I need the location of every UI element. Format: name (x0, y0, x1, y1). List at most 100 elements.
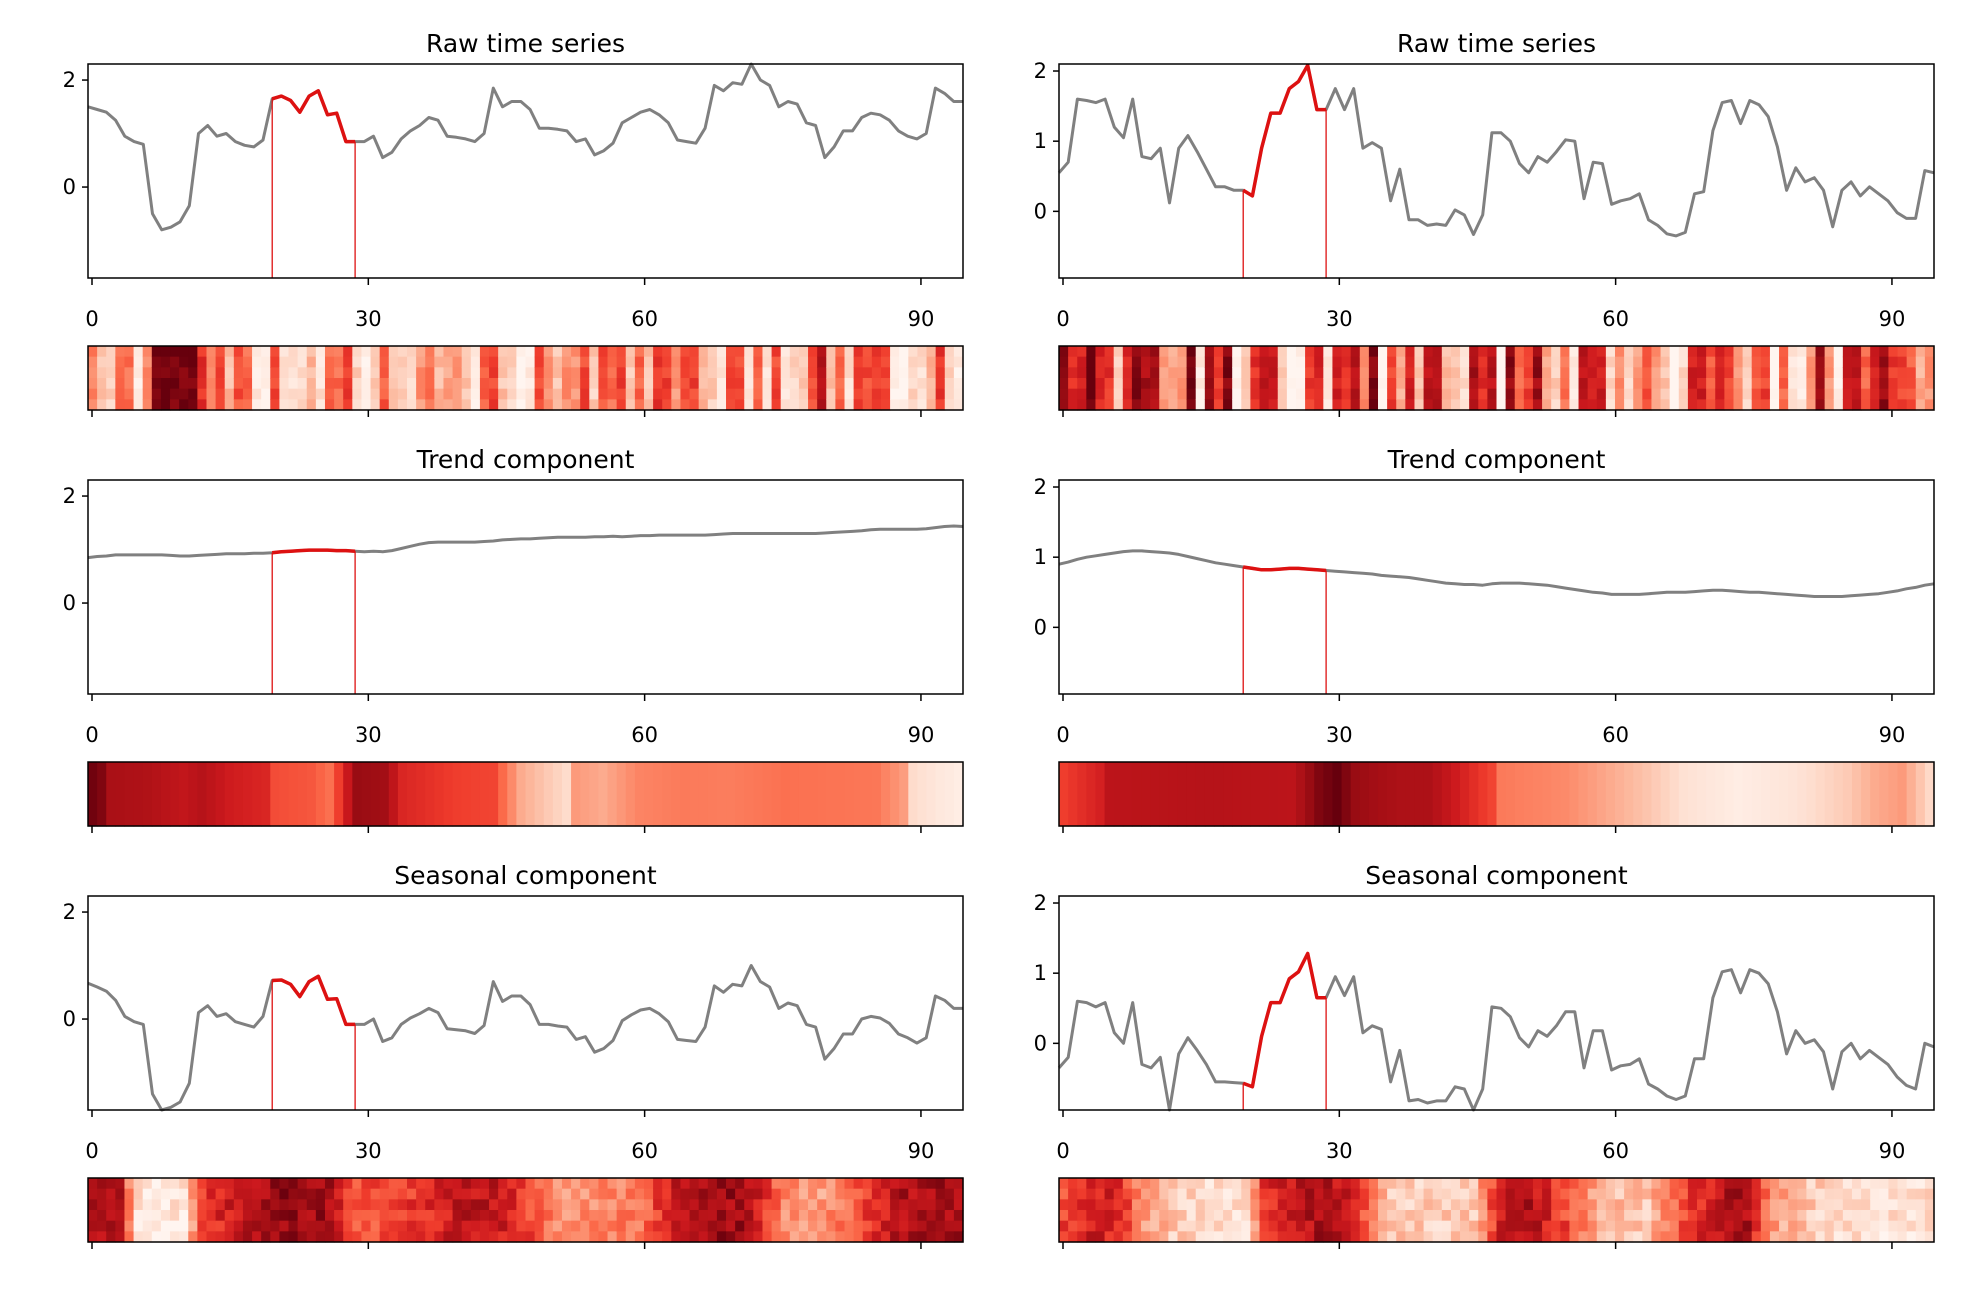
heatmap-cell (1706, 378, 1716, 390)
heatmap-cell (1870, 399, 1880, 411)
heatmap-cell (1833, 1220, 1844, 1232)
heatmap-cell (1150, 1210, 1160, 1222)
heatmap-cell (133, 1178, 144, 1190)
heatmap-cell (525, 1231, 536, 1243)
heatmap-cell (1396, 1210, 1406, 1222)
heatmap-cell (598, 399, 609, 411)
heatmap-cell (516, 378, 527, 390)
plot-frame (87, 479, 964, 695)
heatmap-cell (1687, 1220, 1698, 1232)
heatmap-cell (716, 367, 727, 379)
heatmap-cell (753, 346, 764, 358)
heatmap-cell (151, 399, 162, 411)
heatmap-cell (1751, 399, 1762, 411)
heatmap-cell (1523, 1178, 1534, 1190)
heatmap-cell (115, 367, 126, 379)
heatmap-cell (1697, 399, 1707, 411)
heatmap-cell (1614, 1199, 1625, 1211)
heatmap-cell (1651, 399, 1662, 411)
heatmap-cell (1870, 1210, 1880, 1222)
heatmap-cell (1441, 1199, 1452, 1211)
heatmap-cell (1341, 346, 1352, 358)
heatmap-cell (188, 1199, 198, 1211)
heatmap-cell (1295, 388, 1306, 400)
heatmap-cell (97, 399, 107, 411)
heatmap-cell (1095, 356, 1106, 368)
heatmap-cell (516, 1178, 527, 1190)
heatmap-cell (817, 346, 827, 358)
heatmap-cell (1678, 378, 1689, 390)
heatmap-cell (525, 1199, 536, 1211)
heatmap-cell (917, 399, 928, 411)
heatmap-cell (261, 346, 271, 358)
heatmap-cell (507, 1231, 517, 1243)
heatmap-cell (735, 399, 745, 411)
heatmap-cell (543, 1220, 554, 1232)
heatmap-cell (1259, 388, 1270, 400)
heatmap-cell (297, 388, 308, 400)
heatmap-cell (598, 762, 609, 827)
heatmap-cell (233, 762, 244, 827)
heatmap-cell (425, 1178, 435, 1190)
heatmap-cell (479, 378, 490, 390)
heatmap-cell (1286, 367, 1297, 379)
heatmap-cell (142, 388, 153, 400)
heatmap-cell (1323, 399, 1334, 411)
heatmap-cell (1186, 356, 1197, 368)
heatmap-cell (1204, 346, 1215, 358)
heatmap-cell (1915, 378, 1926, 390)
heatmap-cell (443, 762, 454, 827)
heatmap-cell (1624, 1220, 1634, 1232)
heatmap-cell (643, 1199, 654, 1211)
heatmap-cell (1077, 1231, 1087, 1243)
heatmap-cell (1897, 1210, 1908, 1222)
heatmap-cell (1915, 1210, 1926, 1222)
heatmap-cell (671, 346, 682, 358)
heatmap-cell (425, 367, 435, 379)
heatmap-cell (1250, 1210, 1261, 1222)
heatmap-cell (1295, 1178, 1306, 1190)
heatmap-cell (1815, 762, 1826, 827)
heatmap-cell (479, 1210, 490, 1222)
heatmap-cell (1086, 1210, 1097, 1222)
heatmap-cell (680, 378, 691, 390)
heatmap-cell (1496, 378, 1507, 390)
heatmap-cell (1122, 1210, 1133, 1222)
x-tick-label: 30 (355, 723, 382, 747)
heatmap-cell (470, 378, 481, 390)
heatmap-cell (1241, 1178, 1252, 1190)
heatmap-cell (1441, 346, 1452, 358)
heatmap-cell (261, 762, 271, 827)
heatmap-cell (434, 356, 445, 368)
heatmap-cell (206, 388, 217, 400)
heatmap-cell (1514, 762, 1525, 827)
heatmap-cell (507, 388, 517, 400)
heatmap-cell (1268, 1220, 1279, 1232)
heatmap-cell (1660, 356, 1671, 368)
heatmap-cell (880, 1220, 891, 1232)
heatmap-cell (343, 378, 353, 390)
heatmap-cell (1651, 356, 1662, 368)
heatmap-cell (808, 378, 818, 390)
heatmap-cell (1742, 399, 1753, 411)
heatmap-cell (1131, 1220, 1142, 1232)
heatmap-cell (197, 1220, 208, 1232)
heatmap-cell (407, 1220, 417, 1232)
heatmap-cell (1788, 1210, 1798, 1222)
heatmap-cell (1587, 346, 1598, 358)
heatmap-cell (771, 1210, 782, 1222)
heatmap-cell (306, 399, 317, 411)
heatmap-cell (352, 346, 363, 358)
highlight-segment (272, 974, 356, 1027)
heatmap-cell (1478, 399, 1488, 411)
heatmap-cell (1268, 367, 1279, 379)
plot-frame (1058, 479, 1935, 695)
heatmap-cell (944, 1178, 955, 1190)
heatmap-cell (1897, 762, 1908, 827)
heatmap-cell (470, 1199, 481, 1211)
heatmap-cell (1897, 1178, 1908, 1190)
heatmap-cell (1496, 1199, 1507, 1211)
heatmap-cell (215, 356, 226, 368)
heatmap-cell (151, 762, 162, 827)
